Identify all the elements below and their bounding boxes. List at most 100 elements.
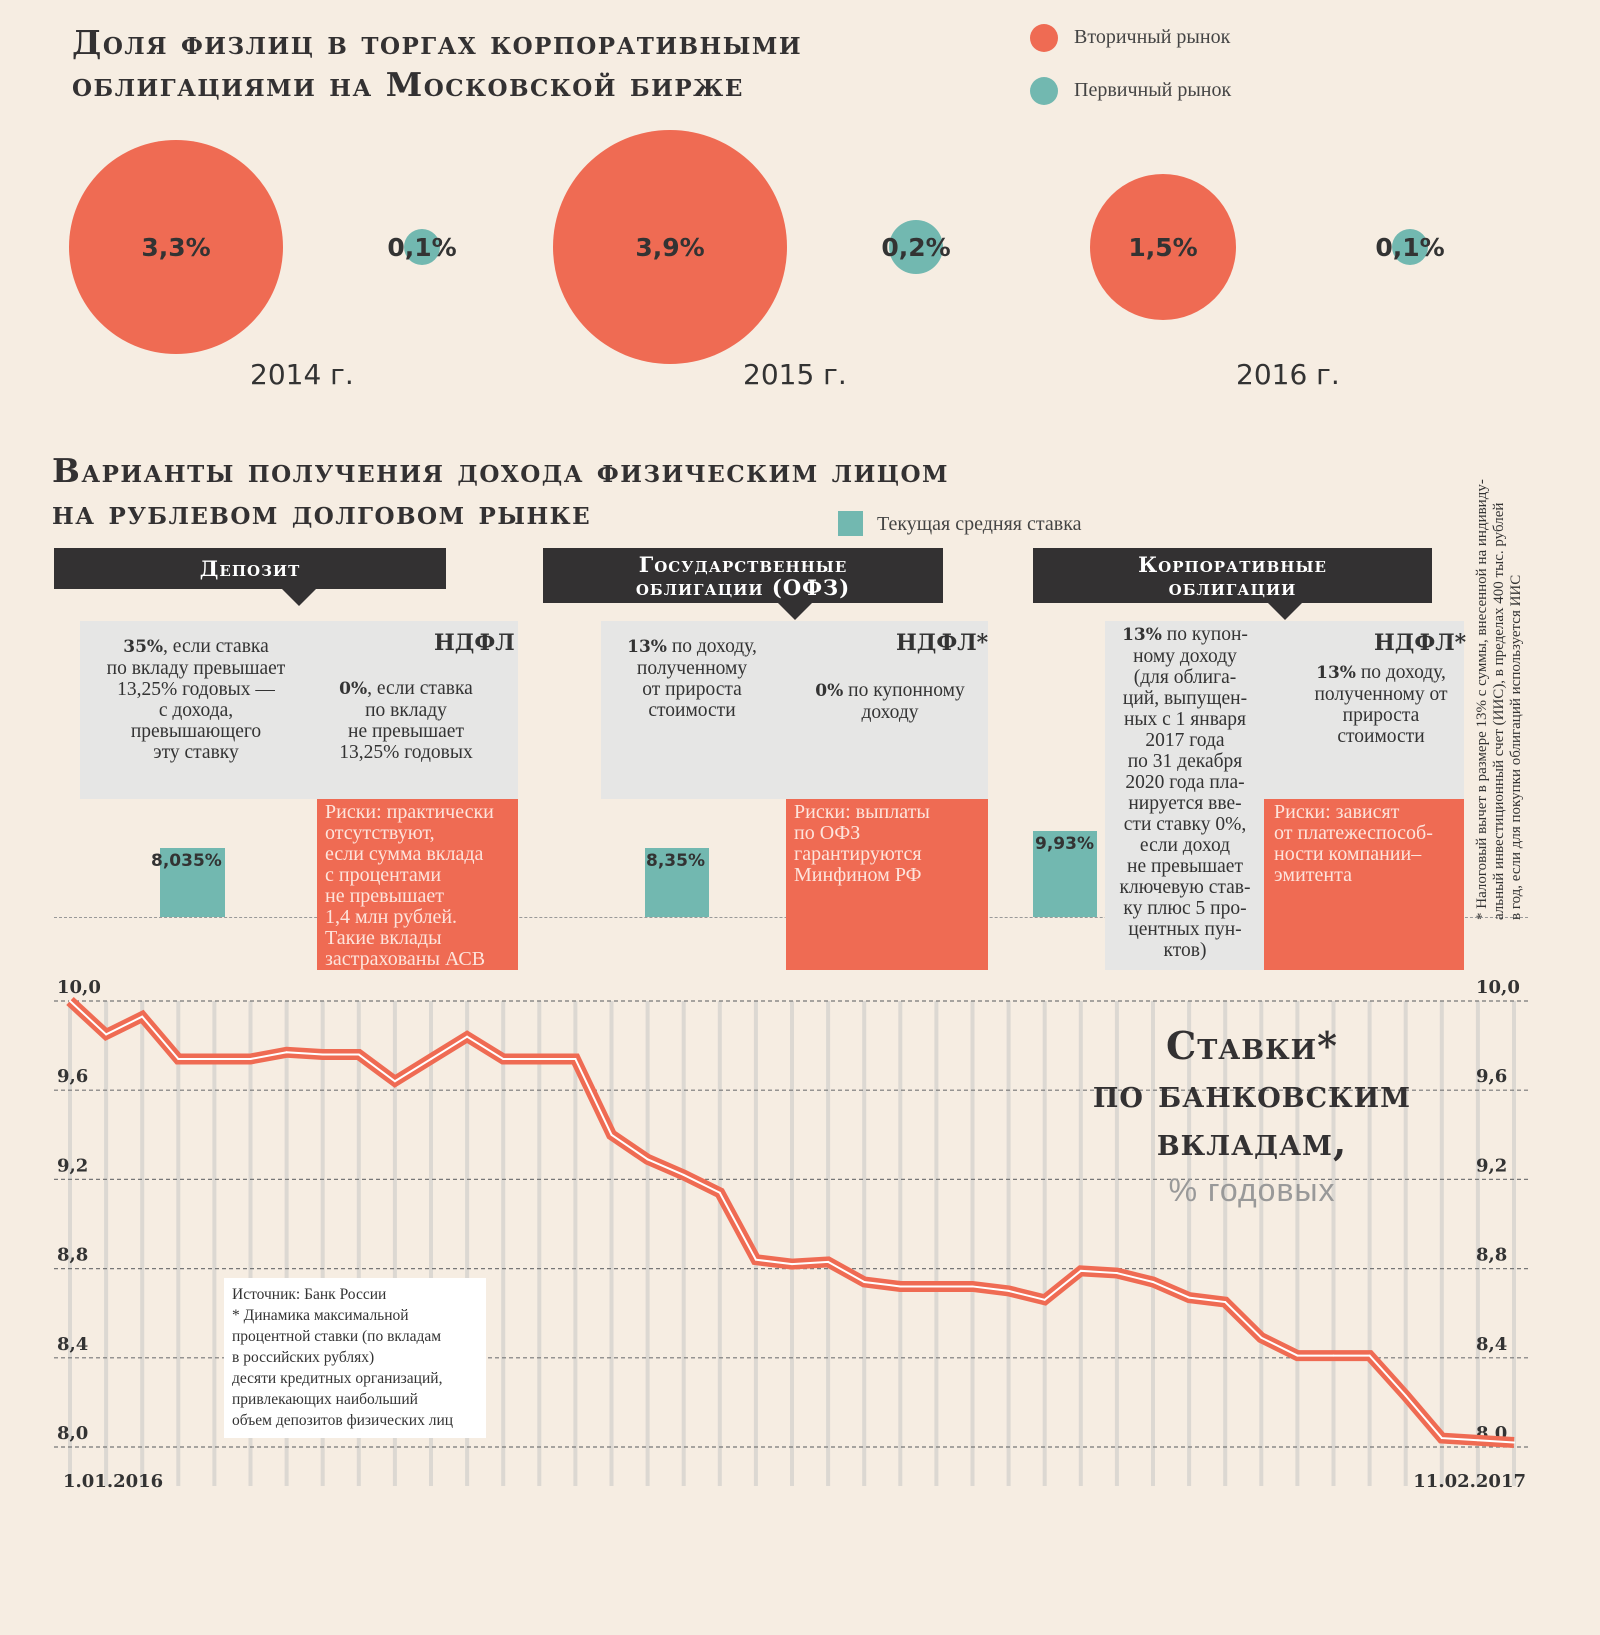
ofz-risk-text: Риски: выплаты по ОФЗ гарантируются Минф…: [794, 801, 930, 886]
deposit-rate-value: 8,035%: [151, 851, 222, 871]
deposit-tax-low: 0%, если ставка по вкладу не превышает 1…: [306, 678, 506, 763]
data-point: [863, 1280, 866, 1283]
ofz-pointer: [778, 603, 812, 620]
data-point: [718, 1191, 721, 1194]
data-point: [827, 1260, 830, 1263]
ofz-header: Государственные облигации (ОФЗ): [543, 548, 943, 603]
legend-rate-label: Текущая средняя ставка: [877, 513, 1082, 535]
data-point: [971, 1285, 974, 1288]
ofz-rate-bar: [645, 848, 709, 917]
deposit-risk-text: Риски: практически отсутствуют, если сум…: [325, 801, 494, 970]
deposit-header: Депозит: [54, 548, 446, 589]
data-point: [1152, 1280, 1154, 1283]
data-point: [285, 1051, 288, 1054]
data-point: [466, 1035, 469, 1038]
bold-rate: 13%: [627, 637, 667, 657]
year-label-2016: 2016 г.: [1236, 358, 1340, 391]
year-label-2014: 2014 г.: [250, 358, 354, 391]
tax-text: по доходу, полученному от прироста стоим…: [1314, 662, 1448, 747]
y-tick-label-left: 9,2: [57, 1155, 88, 1176]
y-tick-label-left: 9,6: [57, 1066, 88, 1087]
data-point: [1332, 1354, 1335, 1357]
bubble-label: 0,1%: [387, 232, 457, 262]
data-point: [1043, 1298, 1046, 1301]
source-label: Источник: Банк России: [232, 1286, 387, 1303]
data-point: [430, 1057, 432, 1060]
data-point: [1115, 1272, 1118, 1275]
y-tick-label-right: 9,6: [1476, 1066, 1507, 1087]
bubble-2015-secondary: 3,9%: [553, 130, 787, 364]
data-point: [610, 1133, 613, 1136]
legend-secondary-label: Вторичный рынок: [1074, 26, 1231, 48]
corporate-risk-box: [1264, 799, 1464, 970]
data-point: [1079, 1269, 1082, 1272]
data-point: [574, 1057, 577, 1060]
y-tick-label-left: 8,4: [57, 1334, 88, 1355]
chart-title: Ставки* по банковским вкладам,: [1092, 1023, 1412, 1164]
data-point: [141, 1015, 144, 1018]
data-point: [1440, 1437, 1443, 1440]
legend-secondary-dot: [1030, 24, 1058, 52]
tax-text: по купон- ному доходу (для облига- ций, …: [1119, 624, 1251, 961]
data-point: [1404, 1394, 1407, 1397]
y-tick-label-right: 8,4: [1476, 1334, 1507, 1355]
data-point: [682, 1173, 685, 1176]
bubble-2014-primary: 0,1%: [387, 229, 457, 265]
corporate-rate-bar: [1033, 831, 1097, 917]
deposit-tax-box: [80, 621, 518, 799]
bold-rate: 0%: [339, 679, 368, 699]
data-point: [791, 1263, 793, 1266]
bubble-2016-primary: 0,1%: [1375, 229, 1445, 265]
data-point: [105, 1033, 108, 1036]
bold-rate: 35%: [123, 637, 164, 657]
bubble-label: 3,9%: [635, 232, 705, 262]
y-tick-label-left: 8,0: [57, 1423, 88, 1444]
bold-rate: 13%: [1122, 625, 1162, 645]
y-tick-label-left: 10,0: [57, 977, 101, 998]
tax-text: по доходу, полученному от прироста стоим…: [636, 636, 757, 721]
data-point: [1296, 1354, 1299, 1357]
corporate-pointer: [1268, 603, 1302, 620]
ofz-tax-growth: 13% по доходу, полученному от прироста с…: [607, 636, 777, 721]
deposit-risk-box: [317, 799, 518, 970]
data-point: [899, 1285, 902, 1288]
data-point: [538, 1057, 541, 1060]
data-point: [1513, 1441, 1515, 1444]
ofz-tax-coupon: 0% по купонному доходу: [795, 680, 985, 723]
data-point: [1224, 1301, 1227, 1304]
bubble-2014-secondary: 3,3%: [69, 140, 283, 354]
ofz-tax-box: [601, 621, 988, 799]
bold-rate: 13%: [1316, 663, 1356, 683]
data-point: [646, 1158, 649, 1161]
deposit-ndfl: НДФЛ: [434, 630, 515, 656]
ofz-risk-box: [786, 799, 988, 970]
data-point: [754, 1258, 757, 1261]
share-title: Доля физлиц в торгах корпоративными обли…: [72, 23, 803, 104]
corporate-risk-text: Риски: зависят от платежеспособ- ности к…: [1274, 801, 1433, 886]
corporate-ndfl: НДФЛ*: [1374, 630, 1467, 656]
legend-primary-label: Первичный рынок: [1074, 79, 1232, 101]
ofz-ndfl: НДФЛ*: [896, 630, 989, 656]
tax-text: , если ставка по вкладу превышает 13,25%…: [106, 636, 286, 763]
data-point: [249, 1057, 252, 1060]
tax-deduction-footnote: * Налоговый вычет в размере 13% с суммы,…: [1474, 479, 1524, 920]
data-point: [213, 1057, 216, 1060]
year-label-2015: 2015 г.: [743, 358, 847, 391]
data-point: [1476, 1439, 1479, 1442]
deposit-rates-chart: 10,0 10,09,6 9,69,2 9,28,8 8,88,4 8,48,0 8,01.…: [54, 977, 1530, 1492]
y-tick-label-right: 9,2: [1476, 1155, 1507, 1176]
y-tick-label-left: 8,8: [57, 1245, 88, 1266]
deposit-tax-high: 35%, если ставка по вкладу превышает 13,…: [86, 636, 306, 763]
legend-primary-dot: [1030, 77, 1058, 105]
data-point: [177, 1057, 180, 1060]
bold-rate: 0%: [815, 681, 844, 701]
bubble-label: 0,2%: [881, 232, 951, 262]
data-point: [393, 1080, 396, 1083]
chart-subtitle: % годовых: [1168, 1172, 1336, 1208]
y-tick-label-right: 8,8: [1476, 1245, 1507, 1266]
bubble-2015-primary: 0,2%: [881, 220, 951, 274]
corporate-tax-growth: 13% по доходу, полученному от прироста с…: [1297, 662, 1465, 747]
deposit-pointer: [282, 589, 316, 606]
ofz-rate-value: 8,35%: [646, 851, 705, 871]
method-note: * Динамика максимальной процентной ставк…: [232, 1307, 454, 1429]
